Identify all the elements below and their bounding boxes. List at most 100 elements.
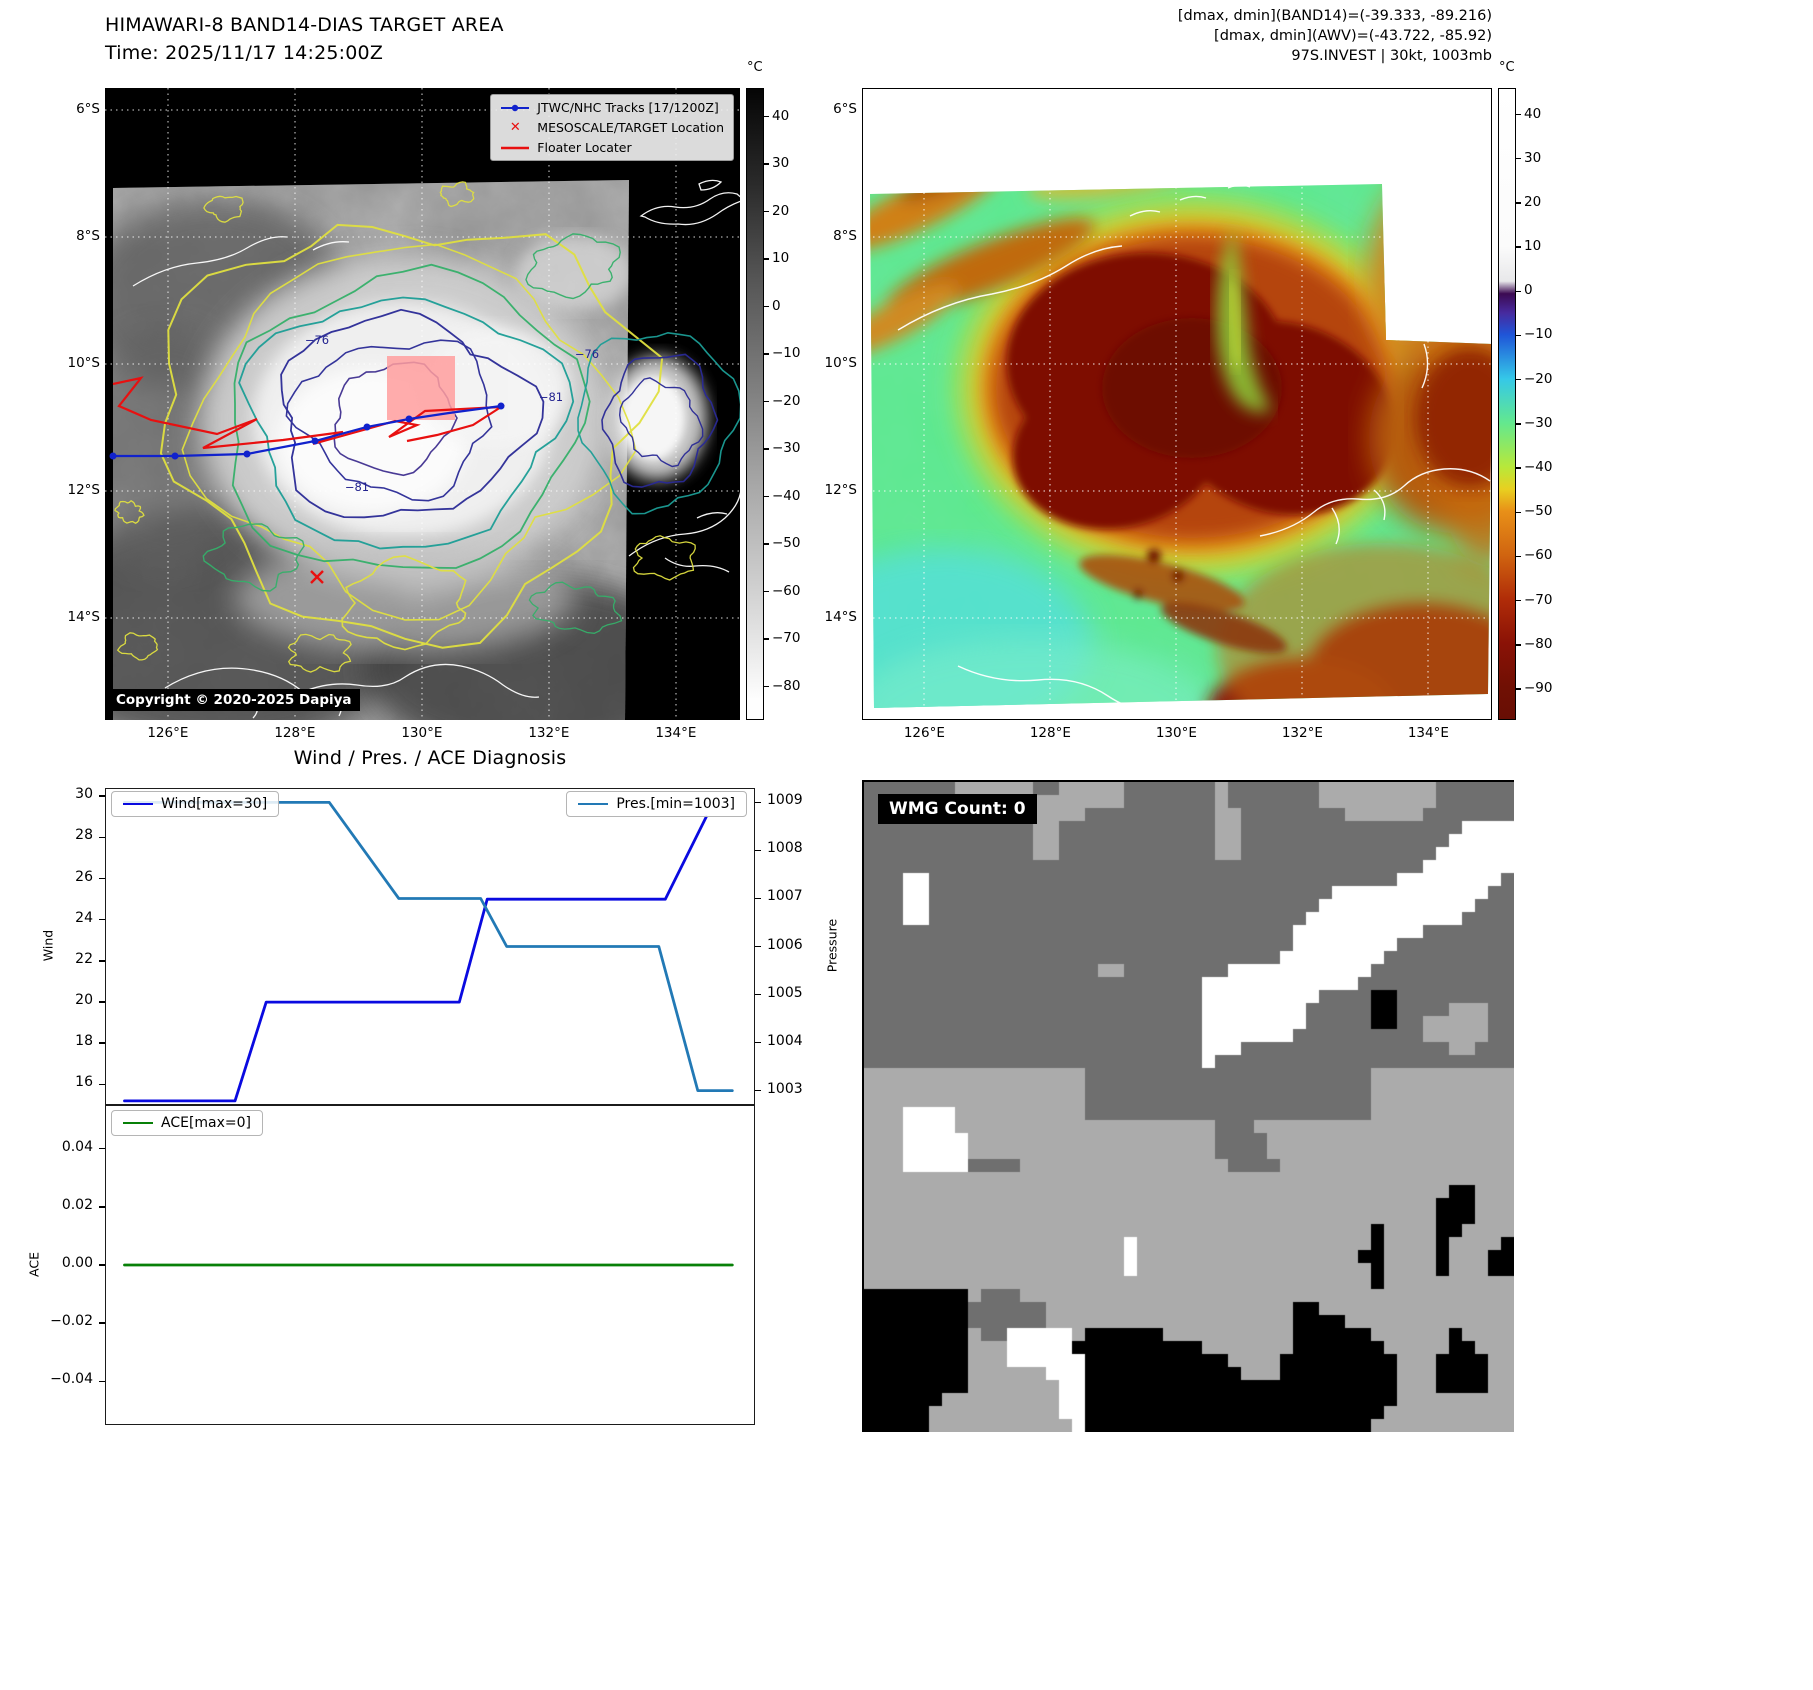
colorbar-tick-mark <box>1516 511 1521 514</box>
colorbar-tick-mark <box>764 163 769 165</box>
band14-colorbar-unit: °C <box>747 60 763 75</box>
ace-tick-label: 0.02 <box>61 1196 93 1213</box>
lon-tick-label: 128°E <box>1029 725 1071 741</box>
pressure-tick-label: 1006 <box>767 936 803 953</box>
colorbar-tick-mark <box>1516 113 1521 116</box>
pressure-tick-label: 1007 <box>767 888 803 905</box>
colorbar-tick-mark <box>1516 246 1521 248</box>
colorbar-tick-label: 0 <box>772 297 781 314</box>
colorbar-tick-mark <box>764 543 769 545</box>
colorbar-tick-label: −80 <box>1524 635 1553 652</box>
pressure-tick-label: 1009 <box>767 792 803 809</box>
colorbar-tick-mark <box>764 448 769 450</box>
legend-label-jtwc: JTWC/NHC Tracks [17/1200Z] <box>537 100 719 115</box>
jtwc-track-points <box>109 402 505 460</box>
wind-tick-label: 26 <box>75 868 93 885</box>
awv-header-line-2: [dmax, dmin](AWV)=(-43.722, -85.92) <box>1214 28 1492 44</box>
wind-tick-label: 22 <box>75 950 93 967</box>
lat-tick-label: 8°S <box>76 228 100 245</box>
pressure-tick-mark <box>755 993 761 996</box>
awv-swath <box>870 184 1492 708</box>
wind-pressure-plot-frame <box>105 788 755 1105</box>
wind-tick-label: 24 <box>75 909 93 926</box>
ace-tick-label: −0.04 <box>50 1371 93 1388</box>
colorbar-tick-label: 0 <box>1524 282 1533 299</box>
wind-legend-label: Wind[max=30] <box>161 796 268 812</box>
contour-label: −81 <box>538 390 564 404</box>
pressure-legend-row: Pres.[min=1003] <box>578 796 735 812</box>
pressure-tick-mark <box>755 897 761 900</box>
awv-map <box>862 88 1492 725</box>
ace-line-icon <box>123 1122 153 1124</box>
colorbar-tick-mark <box>1516 290 1521 293</box>
awv-header-line-1: [dmax, dmin](BAND14)=(-39.333, -89.216) <box>1177 8 1492 24</box>
ace-tick-label: 0.04 <box>61 1138 93 1155</box>
ace-tick-label: 0.00 <box>61 1255 93 1271</box>
colorbar-tick-label: 20 <box>1524 193 1542 210</box>
pressure-axis-label: Pressure <box>824 918 840 973</box>
lon-tick-label: 130°E <box>401 725 443 741</box>
ace-tick-mark <box>99 1322 105 1324</box>
colorbar-tick-label: −40 <box>772 487 801 504</box>
colorbar-tick-mark <box>1516 467 1521 469</box>
colorbar-tick-mark <box>1516 334 1521 337</box>
contour-label: −76 <box>574 347 600 361</box>
ace-tick-label: −0.02 <box>50 1313 93 1330</box>
lon-tick-label: 130°E <box>1155 725 1197 741</box>
wind-legend-row: Wind[max=30] <box>123 796 267 812</box>
legend-row-jtwc: JTWC/NHC Tracks [17/1200Z] <box>500 100 724 115</box>
colorbar-tick-mark <box>764 305 769 308</box>
coastlines <box>897 184 1491 725</box>
pressure-tick-label: 1004 <box>767 1032 803 1049</box>
colorbar-tick-label: −70 <box>1524 591 1553 608</box>
band14-time: Time: 2025/11/17 14:25:00Z <box>105 42 384 64</box>
colorbar-tick-mark <box>764 353 769 355</box>
wind-tick-mark <box>99 795 105 797</box>
map-grid <box>862 88 1492 720</box>
lat-tick-label: 14°S <box>67 609 101 626</box>
colorbar-tick-label: 30 <box>1524 149 1542 166</box>
jtwc-track <box>113 404 502 458</box>
ace-tick-mark <box>99 1380 105 1383</box>
wind-line-icon <box>123 803 153 805</box>
lat-tick-label: 6°S <box>833 101 857 118</box>
lon-tick-label: 126°E <box>147 725 189 741</box>
colorbar-tick-mark <box>1516 555 1521 558</box>
colorbar-tick-label: −10 <box>772 345 801 362</box>
lat-tick-label: 10°S <box>67 355 101 372</box>
wind-tick-mark <box>99 960 105 962</box>
lat-tick-label: 12°S <box>824 482 858 499</box>
colorbar-tick-label: 10 <box>1524 238 1542 255</box>
ace-legend-label: ACE[max=0] <box>161 1115 252 1131</box>
wmg-grid-image <box>864 782 1514 1432</box>
colorbar-tick-mark <box>764 638 769 640</box>
ace-tick-mark <box>99 1147 105 1150</box>
band14-colorbar <box>746 88 764 720</box>
wind-legend: Wind[max=30] <box>111 791 280 817</box>
diagnosis-title: Wind / Pres. / ACE Diagnosis <box>293 747 567 769</box>
wmg-panel: WMG Count: 0 <box>862 780 1514 1432</box>
map-frame <box>862 88 1492 720</box>
colorbar-tick-label: 20 <box>772 202 790 219</box>
contour-label: −76 <box>304 333 330 347</box>
colorbar-tick-label: −10 <box>1524 326 1553 343</box>
colorbar-tick-label: −40 <box>1524 459 1553 476</box>
colorbar-tick-label: −50 <box>1524 503 1553 520</box>
x-marker-icon: ✕ <box>509 120 521 135</box>
awv-header-line-3: 97S.INVEST | 30kt, 1003mb <box>1291 48 1492 64</box>
colorbar-tick-label: −30 <box>1524 414 1553 431</box>
mesoscale-x-marker <box>310 570 324 584</box>
pressure-line-icon <box>578 803 609 805</box>
colorbar-tick-label: −80 <box>772 677 801 694</box>
pressure-tick-label: 1005 <box>767 984 803 1001</box>
legend-label-floater: Floater Locater <box>537 140 632 155</box>
legend-row-mesoscale: ✕ MESOSCALE/TARGET Location <box>500 120 724 135</box>
lon-tick-label: 134°E <box>1407 725 1449 741</box>
colorbar-tick-label: −50 <box>772 535 801 552</box>
wind-tick-mark <box>99 1042 105 1044</box>
track-line-dot-icon <box>501 104 530 111</box>
band14-title: HIMAWARI-8 BAND14-DIAS TARGET AREA <box>105 14 504 36</box>
colorbar-tick-mark <box>764 258 769 260</box>
contour-label: −81 <box>344 480 370 494</box>
